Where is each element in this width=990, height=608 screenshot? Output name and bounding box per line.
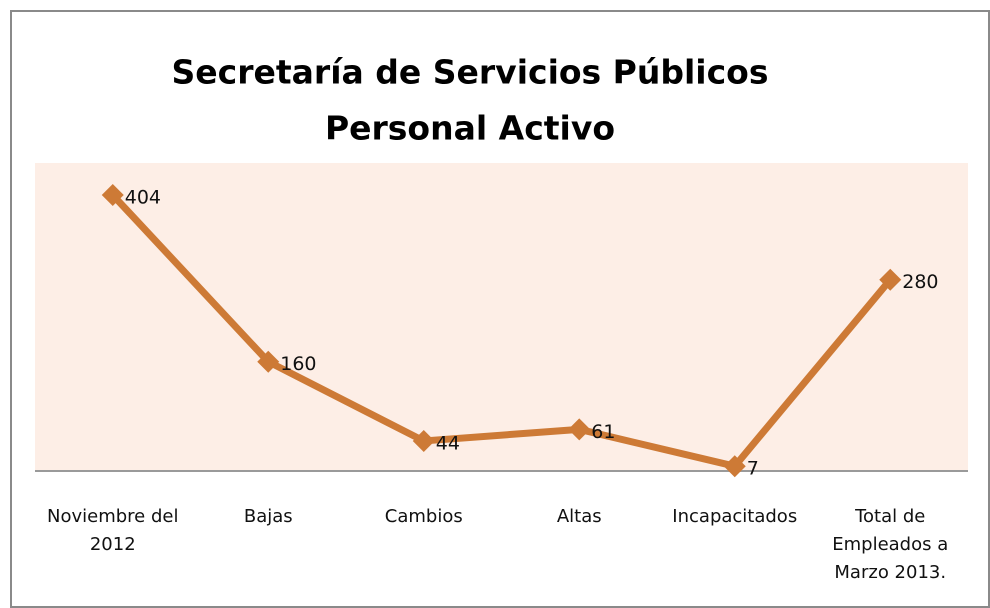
plot-area	[35, 163, 968, 471]
marker	[101, 184, 124, 206]
chart-title: Personal Activo	[325, 109, 615, 148]
marker	[879, 268, 902, 291]
data-label: 61	[591, 421, 615, 443]
x-tick-label: Total de Empleados a Marzo 2013.	[832, 506, 949, 583]
marker	[412, 429, 435, 452]
marker	[723, 455, 746, 478]
data-label: 280	[902, 271, 938, 293]
x-tick-label: Incapacitados	[672, 506, 798, 527]
x-tick-label: Altas	[556, 506, 602, 527]
x-tick-label: Noviembre del 2012	[47, 506, 179, 555]
marker	[568, 418, 591, 441]
data-label: 44	[436, 432, 460, 454]
chart-title: Secretaría de Servicios Públicos	[172, 53, 769, 92]
marker	[257, 350, 280, 373]
x-tick-label: Cambios	[384, 506, 463, 527]
data-label: 7	[747, 458, 759, 480]
data-label: 404	[125, 187, 161, 209]
data-label: 160	[280, 353, 316, 375]
x-tick-label: Bajas	[243, 506, 293, 527]
line	[110, 192, 893, 470]
